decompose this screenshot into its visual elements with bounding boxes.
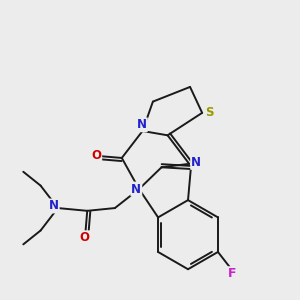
- Text: N: N: [137, 118, 147, 131]
- Text: N: N: [49, 200, 59, 212]
- Text: O: O: [80, 231, 90, 244]
- Text: F: F: [227, 267, 236, 280]
- Text: O: O: [91, 149, 101, 162]
- Text: S: S: [206, 106, 214, 119]
- Text: N: N: [191, 156, 201, 169]
- Text: N: N: [131, 183, 141, 196]
